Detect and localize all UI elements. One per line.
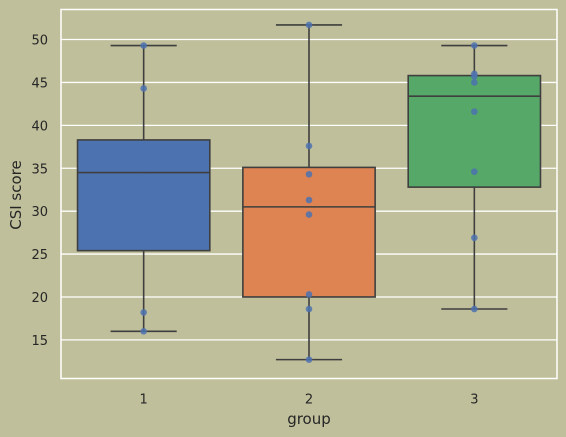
x-tick-label: 2 xyxy=(305,393,313,408)
y-tick-label: 15 xyxy=(31,334,48,349)
data-point xyxy=(140,176,147,183)
points-layer xyxy=(140,21,478,363)
data-point xyxy=(305,291,313,298)
data-point xyxy=(305,170,313,178)
x-tick-label: 1 xyxy=(140,393,148,408)
y-tick-label: 30 xyxy=(31,205,48,220)
data-point xyxy=(471,305,478,313)
data-point xyxy=(305,196,313,204)
y-tick-label: 35 xyxy=(31,162,48,177)
x-tick-label: 3 xyxy=(470,393,478,408)
data-point xyxy=(140,226,147,234)
data-point xyxy=(471,79,478,86)
data-point xyxy=(140,85,147,92)
data-point xyxy=(305,356,313,363)
y-tick-label: 40 xyxy=(31,119,48,134)
data-point xyxy=(471,73,478,80)
data-point xyxy=(305,142,313,150)
y-tick-label: 25 xyxy=(31,248,48,263)
y-tick-label: 45 xyxy=(31,76,48,91)
data-point xyxy=(140,328,147,335)
data-point xyxy=(140,309,147,316)
x-axis-label: group xyxy=(287,410,331,428)
y-tick-label: 50 xyxy=(31,34,48,49)
x-axis: 1 2 3 xyxy=(140,393,479,408)
data-point xyxy=(140,42,147,49)
data-point xyxy=(471,42,478,49)
data-point xyxy=(305,305,313,313)
y-axis: 15 20 25 30 35 40 45 50 xyxy=(31,34,48,349)
y-tick-label: 20 xyxy=(31,291,48,306)
data-point xyxy=(471,168,478,175)
y-axis-label: CSI score xyxy=(7,160,25,230)
data-point xyxy=(140,154,147,162)
data-point xyxy=(305,21,313,29)
box-group-2 xyxy=(242,166,376,298)
data-point xyxy=(305,211,313,218)
data-point xyxy=(471,108,478,115)
data-point xyxy=(471,234,478,242)
data-point xyxy=(140,163,147,170)
